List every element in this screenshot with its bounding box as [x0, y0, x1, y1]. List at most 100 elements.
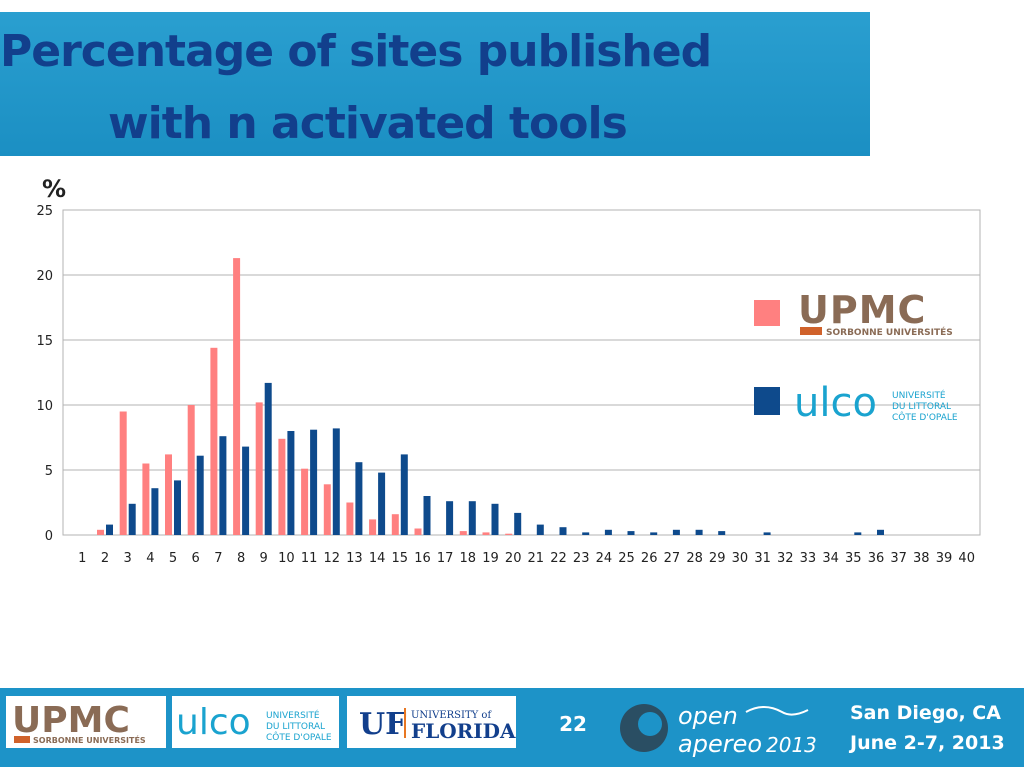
bar-upmc-15: [391, 514, 399, 535]
bar-ulco-36: [877, 529, 884, 535]
x-tick-label: 2: [101, 551, 109, 566]
bar-upmc-20: [505, 533, 513, 535]
footer-uf-top: UNIVERSITY of: [411, 710, 492, 721]
y-axis-unit-label: %: [42, 175, 67, 203]
x-tick-label: 18: [460, 551, 477, 566]
bar-ulco-8: [242, 446, 250, 535]
x-tick-label: 31: [754, 551, 771, 566]
bar-upmc-5: [165, 454, 172, 535]
footer-upmc-name: UPMC: [12, 700, 130, 741]
x-tick-label: 9: [260, 551, 268, 566]
bar-upmc-10: [278, 438, 286, 535]
apereo-year: 2013: [766, 733, 817, 757]
x-tick-label: 26: [641, 551, 658, 566]
footer-bar: UPMC SORBONNE UNIVERSITÉS ulco UNIVERSIT…: [0, 688, 1024, 767]
y-tick-label: 20: [36, 269, 53, 284]
x-tick-label: 27: [664, 551, 681, 566]
y-tick-label: 15: [36, 334, 53, 349]
page-number: 22: [559, 712, 587, 736]
x-tick-label: 6: [192, 551, 200, 566]
bar-ulco-19: [491, 503, 499, 535]
y-tick-label: 10: [36, 399, 53, 414]
footer-ulco-sub-1: UNIVERSITÉ: [266, 709, 320, 721]
footer-ulco-logo: ulco UNIVERSITÉ DU LITTORAL CÔTE D'OPALE: [172, 696, 339, 748]
bar-ulco-12: [332, 428, 340, 535]
legend-upmc-name: UPMC: [798, 288, 926, 332]
open-apereo-logo: open apereo 2013: [614, 694, 834, 762]
footer-ulco-sub-3: CÔTE D'OPALE: [266, 731, 332, 743]
x-tick-label: 35: [845, 551, 862, 566]
footer-uf-logo: UF UNIVERSITY of FLORIDA: [347, 696, 516, 748]
bar-upmc-3: [119, 411, 127, 535]
legend-ulco-sub-1: UNIVERSITÉ: [892, 389, 946, 401]
slide-title-line-1: Percentage of sites published: [0, 26, 712, 77]
x-tick-label: 21: [528, 551, 545, 566]
bar-ulco-24: [604, 529, 612, 535]
footer-ulco-name: ulco: [176, 702, 251, 743]
x-tick-label: 4: [146, 551, 154, 566]
bar-ulco-6: [196, 455, 204, 535]
x-tick-label: 5: [169, 551, 177, 566]
bar-ulco-31: [763, 532, 771, 535]
x-axis-ticks: 1 2 3 4 5 6 7 8 9 10 11 12 13 14 15 16 17 18 19 20 21 22 23 24 2…: [78, 551, 975, 566]
bar-upmc-8: [233, 258, 241, 535]
bar-ulco-10: [287, 431, 295, 535]
event-dates: June 2-7, 2013: [850, 732, 1005, 754]
x-tick-label: 23: [573, 551, 590, 566]
bar-ulco-5: [174, 480, 181, 535]
footer-upmc-logo: UPMC SORBONNE UNIVERSITÉS: [6, 696, 166, 748]
bar-ulco-13: [355, 462, 363, 535]
bar-upmc-13: [346, 502, 354, 535]
legend-ulco-sub-2: DU LITTORAL: [892, 402, 951, 412]
x-tick-label: 12: [324, 551, 341, 566]
bar-ulco-25: [627, 531, 635, 535]
ulco-logo: ulco UNIVERSITÉ DU LITTORAL CÔTE D'OPALE: [794, 380, 958, 426]
bar-ulco-3: [128, 503, 136, 535]
legend-upmc-sub: SORBONNE UNIVERSITÉS: [826, 326, 953, 338]
x-tick-label: 19: [482, 551, 499, 566]
bar-ulco-18: [468, 501, 476, 535]
legend-ulco-sub-3: CÔTE D'OPALE: [892, 411, 958, 423]
x-tick-label: 3: [124, 551, 132, 566]
footer-uf-name: FLORIDA: [411, 719, 516, 743]
bar-upmc-11: [301, 468, 309, 535]
bar-upmc-14: [369, 519, 377, 535]
x-tick-label: 38: [913, 551, 930, 566]
bar-upmc-12: [323, 484, 331, 535]
bar-upmc-18: [459, 531, 467, 535]
x-tick-label: 14: [369, 551, 386, 566]
apereo-word-open: open: [678, 702, 738, 730]
bar-ulco-7: [219, 436, 227, 535]
title-banner: Percentage of sites published with n act…: [0, 12, 870, 156]
bar-ulco-14: [378, 472, 386, 535]
x-tick-label: 8: [237, 551, 245, 566]
bar-upmc-6: [187, 405, 195, 535]
legend-swatch-ulco: [754, 387, 780, 415]
x-tick-label: 32: [777, 551, 794, 566]
bar-upmc-4: [142, 463, 150, 535]
bar-upmc-16: [414, 528, 422, 535]
x-tick-label: 28: [686, 551, 703, 566]
x-tick-label: 20: [505, 551, 522, 566]
bar-ulco-9: [264, 382, 272, 535]
upmc-logo: UPMC SORBONNE UNIVERSITÉS: [798, 288, 953, 338]
bar-ulco-23: [582, 532, 590, 535]
x-tick-label: 13: [346, 551, 363, 566]
bar-ulco-2: [106, 524, 113, 535]
legend-ulco: ulco UNIVERSITÉ DU LITTORAL CÔTE D'OPALE: [754, 380, 958, 426]
x-tick-label: 17: [437, 551, 454, 566]
chart-bars: [97, 258, 884, 535]
x-tick-label: 24: [596, 551, 613, 566]
x-tick-label: 11: [301, 551, 318, 566]
bar-upmc-9: [255, 402, 263, 535]
x-tick-label: 34: [822, 551, 839, 566]
bar-ulco-27: [672, 529, 680, 535]
x-tick-label: 40: [958, 551, 975, 566]
bar-ulco-16: [423, 496, 431, 535]
bar-ulco-20: [514, 512, 522, 535]
x-tick-label: 1: [78, 551, 86, 566]
x-tick-label: 36: [868, 551, 885, 566]
x-tick-label: 15: [392, 551, 409, 566]
bar-ulco-28: [695, 529, 703, 535]
